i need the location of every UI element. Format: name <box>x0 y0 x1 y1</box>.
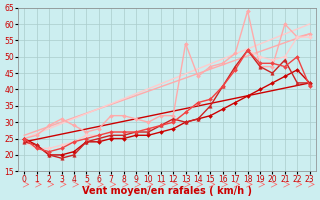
X-axis label: Vent moyen/en rafales ( km/h ): Vent moyen/en rafales ( km/h ) <box>82 186 252 196</box>
